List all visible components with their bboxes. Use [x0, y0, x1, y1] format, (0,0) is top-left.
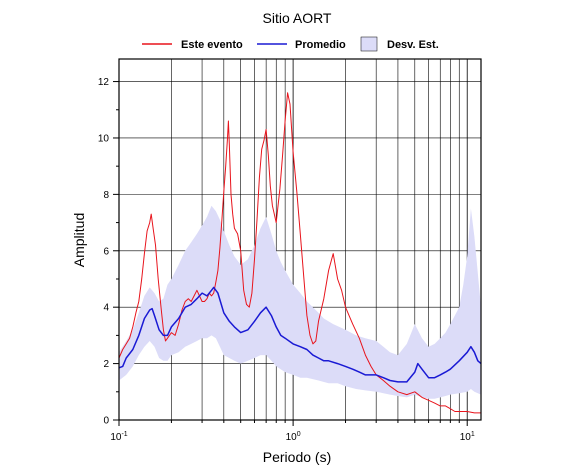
y-tick-label: 0 — [103, 416, 109, 427]
y-tick-label: 10 — [98, 133, 110, 144]
y-tick-label: 4 — [103, 303, 109, 314]
y-tick-label: 2 — [103, 359, 109, 370]
series-line-promedio — [118, 286, 482, 383]
series-lines — [118, 92, 482, 414]
y-axis-label: Amplitud — [71, 213, 87, 267]
y-tick-label: 6 — [103, 246, 109, 257]
legend-label-desv-est: Desv. Est. — [387, 39, 439, 51]
y-tick-label: 8 — [103, 190, 109, 201]
std-dev-area — [119, 205, 481, 399]
x-tick-label: 100 — [286, 431, 301, 443]
y-tick-label: 12 — [98, 77, 110, 88]
legend: Este evento Promedio Desv. Est. — [142, 36, 439, 52]
legend-swatch-desv-est — [360, 36, 378, 52]
x-axis-label: Periodo (s) — [263, 449, 331, 465]
std-dev-band — [119, 205, 481, 399]
legend-label-promedio: Promedio — [295, 39, 346, 51]
x-tick-label: 101 — [460, 431, 475, 443]
legend-label-este-evento: Este evento — [181, 39, 243, 51]
series-line-este-evento — [118, 92, 481, 414]
chart-title: Sitio AORT — [263, 10, 332, 26]
x-tick-label: 10-1 — [110, 431, 127, 443]
axes: 0 2 4 6 8 10 12 10-1 100 101 — [98, 58, 482, 443]
plot-frame — [118, 58, 482, 421]
